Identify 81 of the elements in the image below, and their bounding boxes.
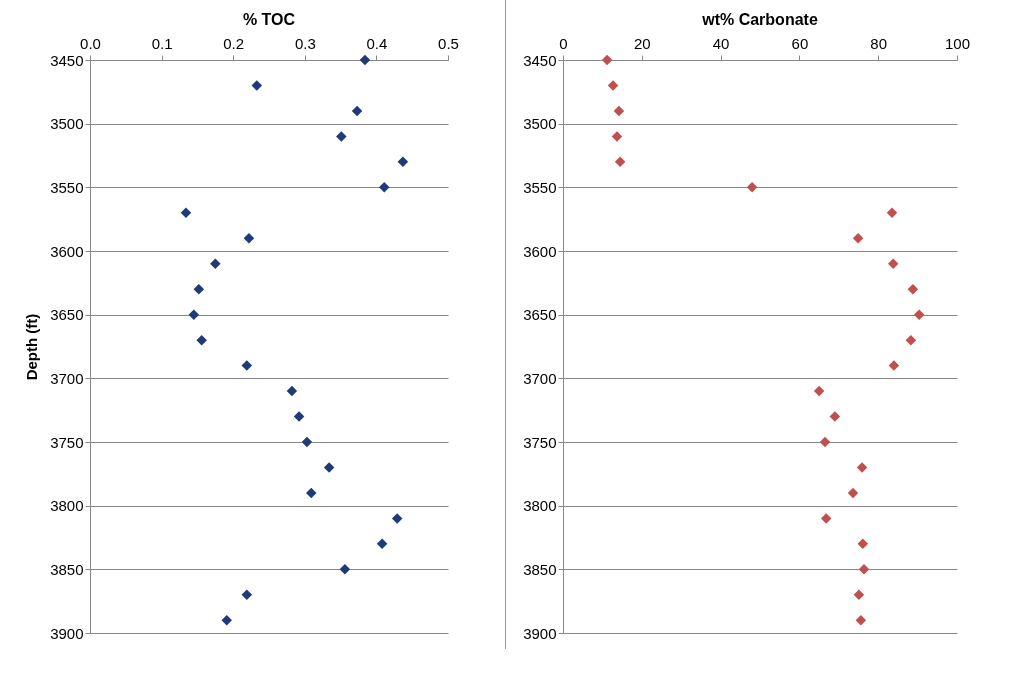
point: [853, 589, 865, 601]
point: [813, 385, 825, 397]
point: [210, 258, 221, 269]
point: [856, 462, 868, 473]
point: [829, 411, 841, 422]
x-tick-label: 0.3: [294, 34, 316, 52]
point: [905, 334, 917, 346]
point: [888, 360, 900, 371]
point: [614, 156, 626, 168]
point: [611, 131, 623, 142]
y-tick-label: 3700: [523, 369, 557, 387]
point: [188, 309, 200, 320]
point: [241, 360, 253, 371]
y-tick-label: 3550: [50, 178, 84, 196]
point: [907, 283, 919, 295]
x-tick-label: 100: [944, 34, 971, 52]
point: [196, 334, 207, 346]
x-tick-label: 0.0: [80, 34, 101, 52]
point: [607, 80, 619, 91]
point: [913, 309, 925, 320]
x-tick-label: 0.2: [223, 34, 245, 52]
y-tick-label: 3850: [50, 560, 84, 578]
point: [286, 385, 298, 397]
y-tick-label: 3850: [523, 560, 557, 578]
point: [819, 436, 831, 448]
point: [601, 54, 613, 66]
point: [858, 564, 870, 575]
point: [180, 207, 192, 219]
y-tick-label: 3650: [50, 306, 84, 324]
y-axis-title: Depth (ft): [23, 313, 41, 381]
point: [339, 564, 351, 575]
point: [887, 258, 899, 269]
x-tick-label: 0: [559, 34, 568, 52]
point: [613, 105, 625, 117]
x-tick-label: 0.5: [438, 34, 459, 52]
point: [379, 182, 390, 193]
point: [855, 615, 867, 626]
point: [241, 589, 253, 601]
y-tick-label: 3450: [50, 51, 84, 69]
y-tick-label: 3550: [523, 178, 557, 196]
point: [359, 54, 371, 66]
x-tick-label: 0.4: [366, 34, 388, 52]
y-tick-label: 3500: [50, 115, 84, 133]
point: [820, 513, 832, 524]
y-tick-label: 3600: [50, 242, 84, 260]
point: [351, 105, 363, 117]
x-tick-label: 80: [870, 34, 888, 52]
y-tick-label: 3800: [50, 497, 84, 515]
point: [376, 538, 388, 550]
point: [336, 131, 347, 142]
point: [293, 411, 305, 422]
y-tick-label: 3500: [523, 115, 557, 133]
point: [243, 233, 255, 244]
x-tick-label: 0.1: [151, 34, 173, 52]
y-tick-label: 3800: [523, 497, 557, 515]
x-tick-label: 60: [791, 34, 809, 52]
y-tick-label: 3450: [523, 51, 557, 69]
point: [857, 538, 869, 550]
point: [852, 233, 864, 244]
point: [391, 513, 403, 524]
y-tick-label: 3650: [523, 306, 557, 324]
y-tick-label: 3700: [50, 369, 84, 387]
y-tick-label: 3900: [50, 624, 84, 642]
point: [397, 156, 409, 168]
y-tick-label: 3750: [523, 433, 557, 451]
point: [323, 462, 335, 473]
point: [251, 80, 263, 91]
chart-title: % TOC: [242, 11, 296, 28]
x-tick-label: 20: [633, 34, 651, 52]
point: [886, 207, 898, 219]
point: [746, 182, 758, 193]
chart-title: wt% Carbonate: [701, 11, 818, 28]
point: [221, 615, 232, 626]
y-tick-label: 3900: [523, 624, 557, 642]
point: [306, 487, 317, 499]
y-tick-label: 3600: [523, 242, 557, 260]
x-tick-label: 40: [712, 34, 730, 52]
point: [301, 436, 313, 448]
point: [193, 283, 205, 295]
point: [847, 487, 859, 499]
y-tick-label: 3750: [50, 433, 84, 451]
